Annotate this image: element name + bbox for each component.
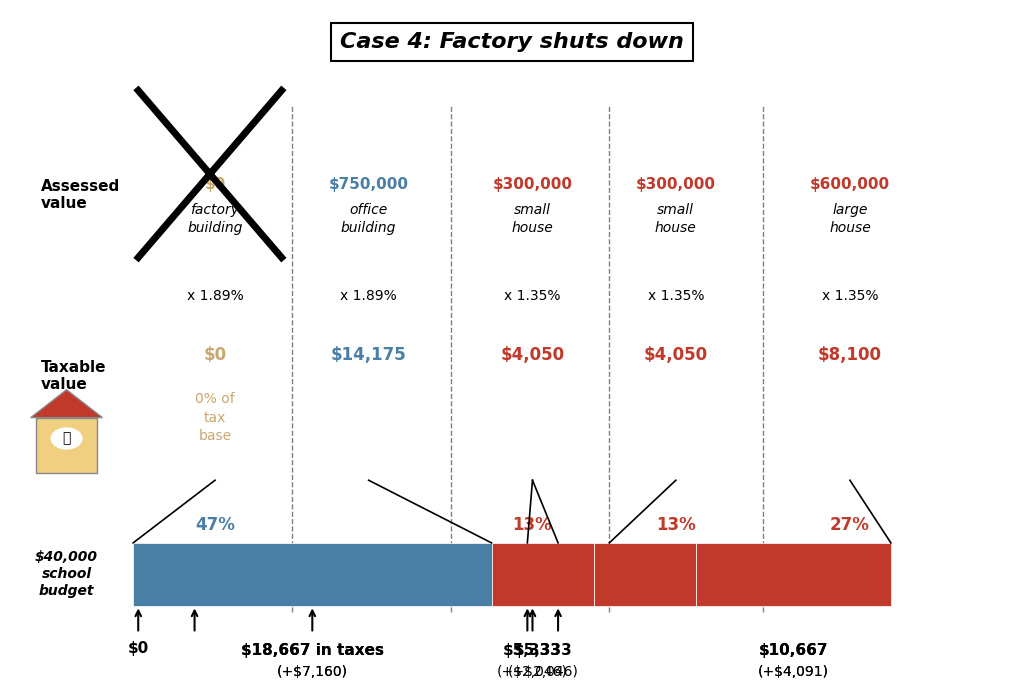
Text: $750,000: $750,000: [329, 177, 409, 192]
Text: (+$7,160): (+$7,160): [276, 665, 348, 679]
Polygon shape: [31, 390, 102, 418]
Text: 0% of
tax
base: 0% of tax base: [196, 393, 234, 443]
Text: office
building: office building: [341, 203, 396, 235]
Text: $0: $0: [204, 346, 226, 364]
Text: x 1.35%: x 1.35%: [647, 289, 705, 303]
Text: (+$7,160): (+$7,160): [276, 665, 348, 679]
Text: Assessed
value: Assessed value: [41, 179, 120, 211]
Text: $5,333: $5,333: [513, 643, 572, 658]
Text: 27%: 27%: [830, 516, 869, 535]
Text: $5,333: $5,333: [503, 643, 562, 658]
Text: (+$2,046): (+$2,046): [497, 665, 568, 679]
Text: x 1.35%: x 1.35%: [821, 289, 879, 303]
Text: $8,100: $8,100: [818, 346, 882, 364]
Text: Taxable
value: Taxable value: [41, 360, 106, 392]
Text: $4,050: $4,050: [501, 346, 564, 364]
Text: $10,667: $10,667: [759, 643, 828, 658]
Text: small
house: small house: [512, 203, 553, 235]
Text: 47%: 47%: [196, 516, 234, 535]
Text: $10,667: $10,667: [759, 643, 828, 658]
Text: (+$4,091): (+$4,091): [758, 665, 829, 679]
FancyBboxPatch shape: [492, 543, 594, 606]
Text: x 1.89%: x 1.89%: [340, 289, 397, 303]
FancyBboxPatch shape: [133, 543, 492, 606]
Text: $600,000: $600,000: [810, 177, 890, 192]
Text: x 1.89%: x 1.89%: [186, 289, 244, 303]
Text: $18,667 in taxes: $18,667 in taxes: [241, 643, 384, 658]
Text: (+$2,046): (+$2,046): [507, 665, 579, 679]
Text: $40,000
school
budget: $40,000 school budget: [35, 550, 98, 599]
Text: x 1.35%: x 1.35%: [504, 289, 561, 303]
Text: $4,050: $4,050: [644, 346, 708, 364]
Circle shape: [51, 428, 82, 449]
FancyBboxPatch shape: [696, 543, 891, 606]
Text: $18,667 in taxes: $18,667 in taxes: [241, 643, 384, 658]
Text: 13%: 13%: [513, 516, 552, 535]
Text: (+$4,091): (+$4,091): [758, 665, 829, 679]
Text: $0: $0: [205, 177, 225, 192]
Text: 🕐: 🕐: [62, 432, 71, 445]
Text: Case 4: Factory shuts down: Case 4: Factory shuts down: [340, 32, 684, 52]
Text: $14,175: $14,175: [331, 346, 407, 364]
Text: $300,000: $300,000: [493, 177, 572, 192]
Text: small
house: small house: [655, 203, 696, 235]
Text: $0: $0: [128, 641, 148, 656]
Text: factory
building: factory building: [187, 203, 243, 235]
Text: 13%: 13%: [656, 516, 695, 535]
FancyBboxPatch shape: [36, 418, 97, 473]
Text: large
house: large house: [829, 203, 870, 235]
Text: $300,000: $300,000: [636, 177, 716, 192]
FancyBboxPatch shape: [594, 543, 696, 606]
